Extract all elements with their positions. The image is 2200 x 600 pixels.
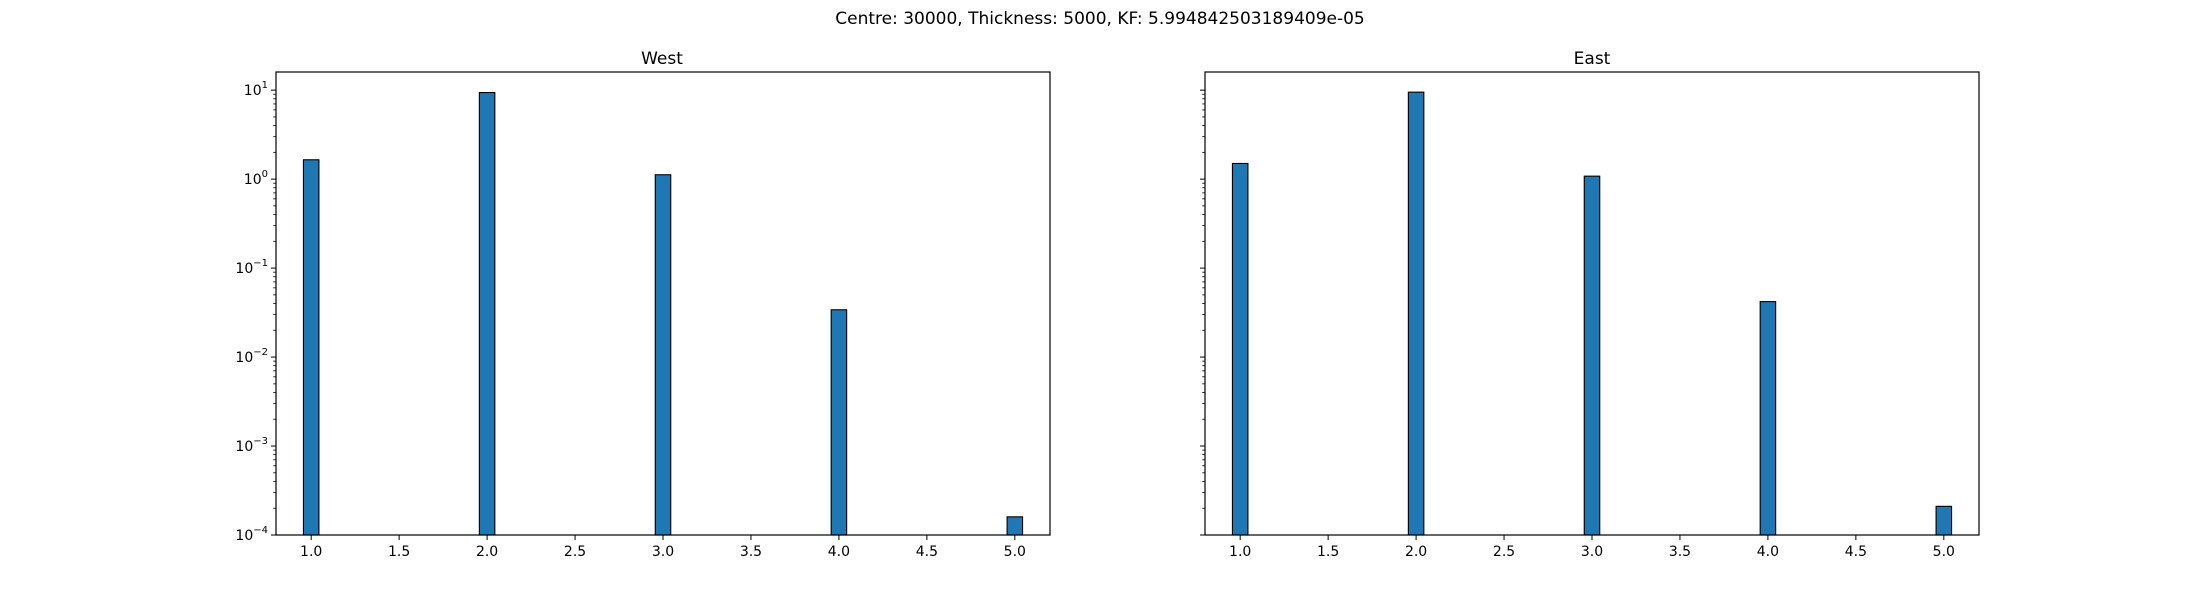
- plot-frame: [1204, 71, 1980, 536]
- y-tick-label: 10−4: [235, 525, 268, 544]
- x-tick-label: 5.0: [1004, 544, 1026, 560]
- x-tick-label: 3.0: [1581, 544, 1603, 560]
- y-axis-ticks: [1200, 89, 1205, 536]
- bar-group: [302, 92, 1024, 536]
- histogram-bar: [478, 92, 496, 536]
- y-tick-label: 100: [244, 169, 268, 188]
- subplot-title: East: [1574, 49, 1611, 69]
- histogram-bar: [1006, 516, 1024, 536]
- y-tick-label: 10−3: [235, 436, 268, 455]
- figure-suptitle: Centre: 30000, Thickness: 5000, KF: 5.99…: [835, 9, 1365, 29]
- x-tick-label: 1.0: [300, 544, 322, 560]
- y-tick-label: 101: [244, 80, 268, 99]
- x-tick-label: 4.5: [916, 544, 938, 560]
- x-tick-label: 2.0: [476, 544, 498, 560]
- x-tick-label: 1.5: [388, 544, 410, 560]
- bar-group: [1231, 91, 1953, 536]
- x-tick-label: 3.5: [740, 544, 762, 560]
- histogram-bar: [1759, 301, 1777, 536]
- y-tick-label: 10−2: [235, 347, 268, 366]
- x-tick-label: 4.0: [1757, 544, 1779, 560]
- histogram-bar: [1407, 91, 1425, 536]
- subplot-west: West 1.0 1.5 2.0 2.5 3.0 3.5 4.0 4.5 5.0 10−410−…: [235, 49, 1051, 560]
- histogram-bar: [654, 174, 672, 536]
- histogram-bar: [1583, 175, 1601, 536]
- subplot-east: East 1.0 1.5 2.0 2.5 3.0 3.5 4.0 4.5 5.0: [1200, 49, 1980, 560]
- histogram-bar: [830, 309, 848, 536]
- x-axis-ticks: 1.0 1.5 2.0 2.5 3.0 3.5 4.0 4.5 5.0: [1229, 535, 1955, 560]
- x-tick-label: 4.5: [1845, 544, 1867, 560]
- x-tick-label: 2.5: [564, 544, 586, 560]
- x-tick-label: 1.5: [1317, 544, 1339, 560]
- x-tick-label: 3.0: [652, 544, 674, 560]
- x-tick-label: 3.5: [1669, 544, 1691, 560]
- subplot-title: West: [641, 49, 683, 69]
- x-tick-label: 2.0: [1405, 544, 1427, 560]
- x-tick-label: 2.5: [1493, 544, 1515, 560]
- y-axis-ticks: 10−4 10−3 10−2 10−1 100 101: [235, 80, 276, 544]
- plot-frame: [275, 71, 1051, 536]
- histogram-bar: [1231, 162, 1249, 536]
- x-tick-label: 4.0: [828, 544, 850, 560]
- x-axis-ticks: 1.0 1.5 2.0 2.5 3.0 3.5 4.0 4.5 5.0: [300, 535, 1026, 560]
- histogram-bar: [302, 159, 320, 536]
- histogram-bar: [1935, 505, 1953, 536]
- x-tick-label: 1.0: [1229, 544, 1251, 560]
- x-tick-label: 5.0: [1933, 544, 1955, 560]
- y-tick-label: 10−1: [235, 258, 268, 277]
